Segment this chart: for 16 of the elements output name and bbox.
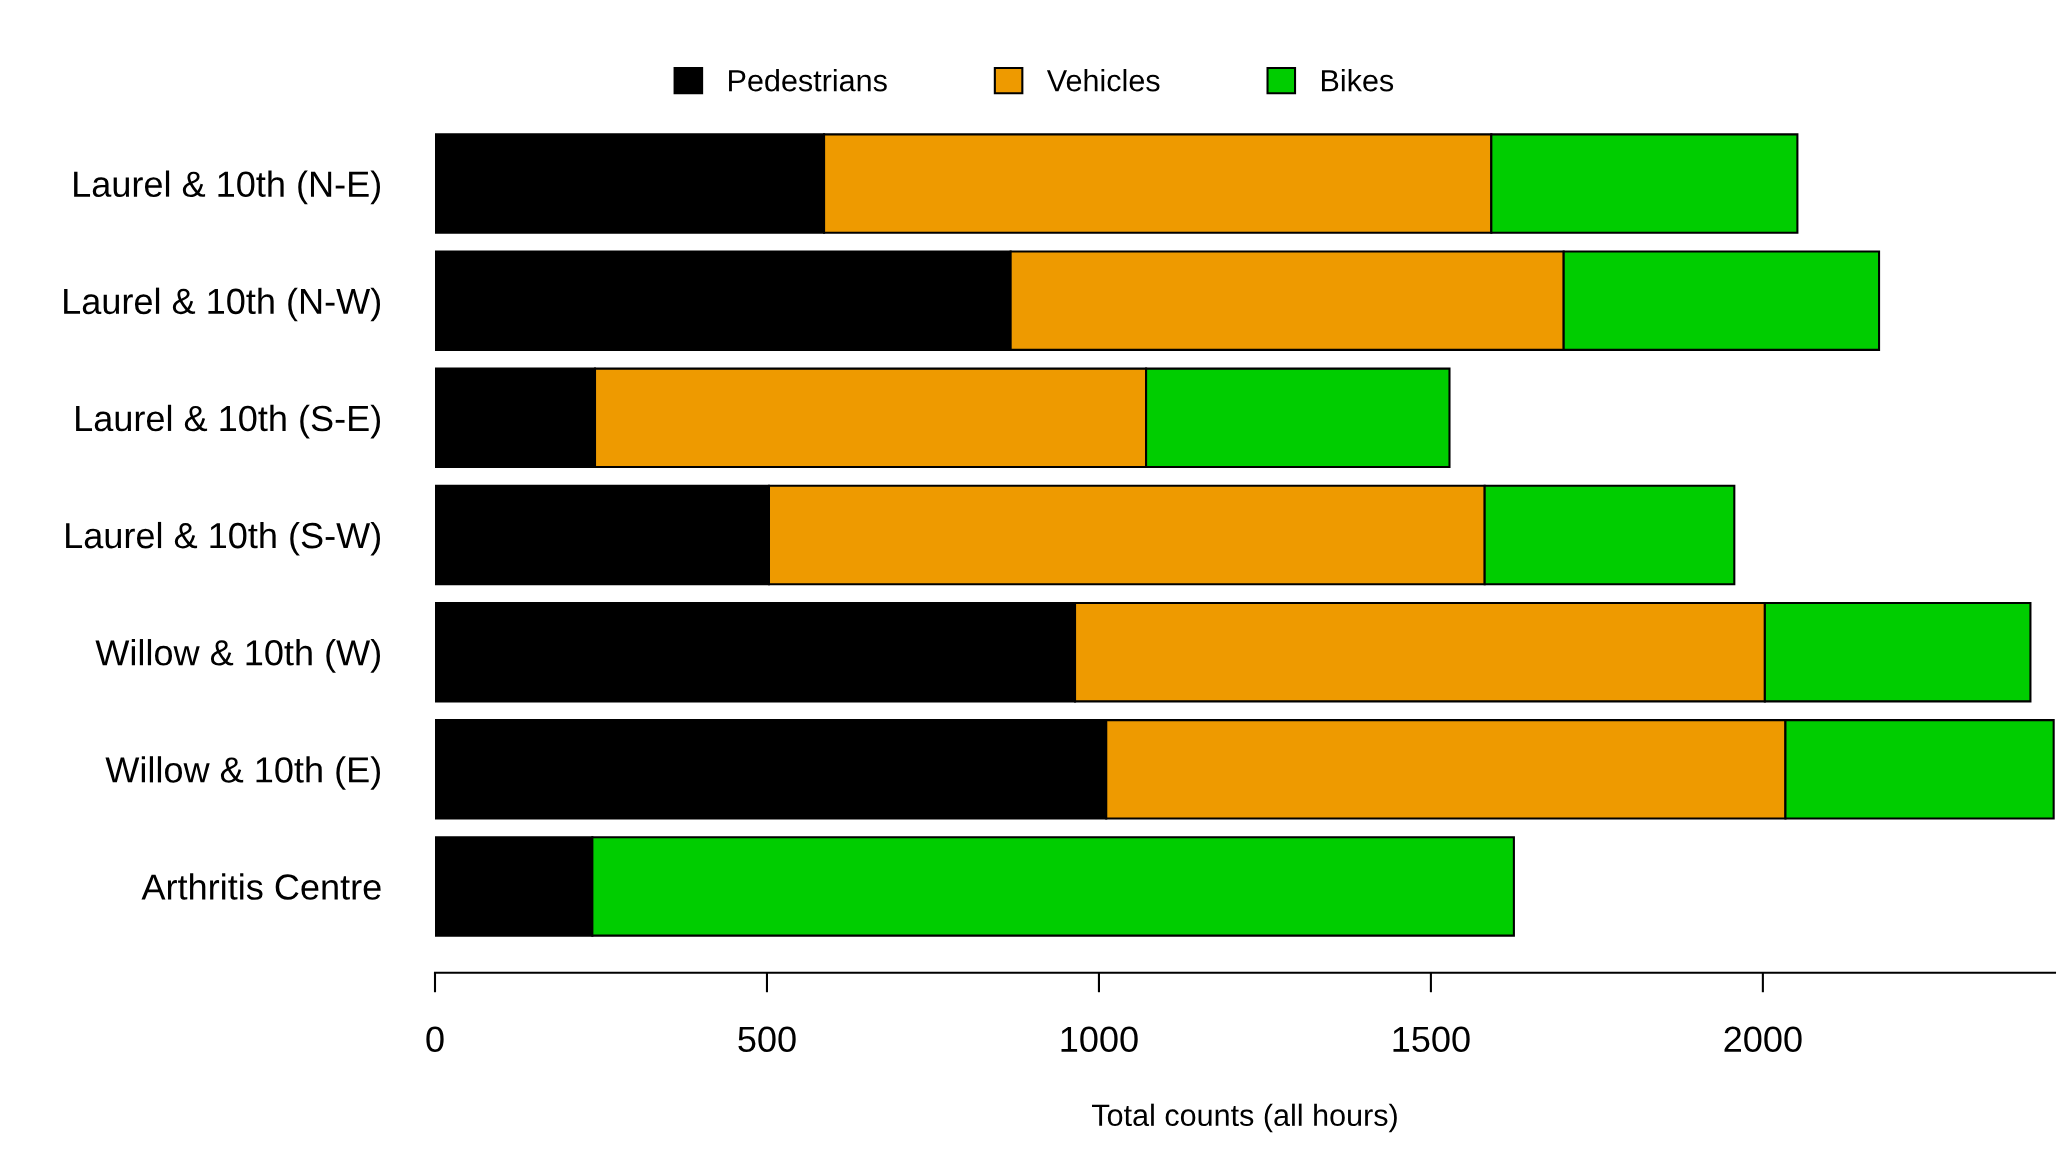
- legend-label: Pedestrians: [729, 69, 887, 92]
- y-tick-label: Laurel & 10th (N-W): [64, 287, 380, 322]
- y-tick-label: Willow & 10th (E): [105, 756, 380, 790]
- y-tick-label: Laurel & 10th (S-W): [66, 521, 380, 556]
- x-tick-label: 0: [426, 1026, 444, 1053]
- y-tick-label: Laurel & 10th (N-E): [74, 170, 380, 205]
- y-tick-label: Willow & 10th (W): [95, 639, 380, 673]
- y-tick-label: Laurel & 10th (S-E): [76, 404, 380, 439]
- x-axis-title: Total counts (all hours): [1092, 1103, 1397, 1133]
- y-tick-label: Arthritis Centre: [141, 873, 381, 900]
- x-tick-label: 1000: [1061, 1026, 1138, 1053]
- legend-label: Bikes: [1321, 69, 1394, 92]
- legend-label: Vehicles: [1046, 69, 1160, 92]
- x-tick-label: 2000: [1724, 1026, 1802, 1053]
- x-tick-label: 500: [738, 1026, 796, 1053]
- x-tick-label: 1500: [1393, 1026, 1470, 1053]
